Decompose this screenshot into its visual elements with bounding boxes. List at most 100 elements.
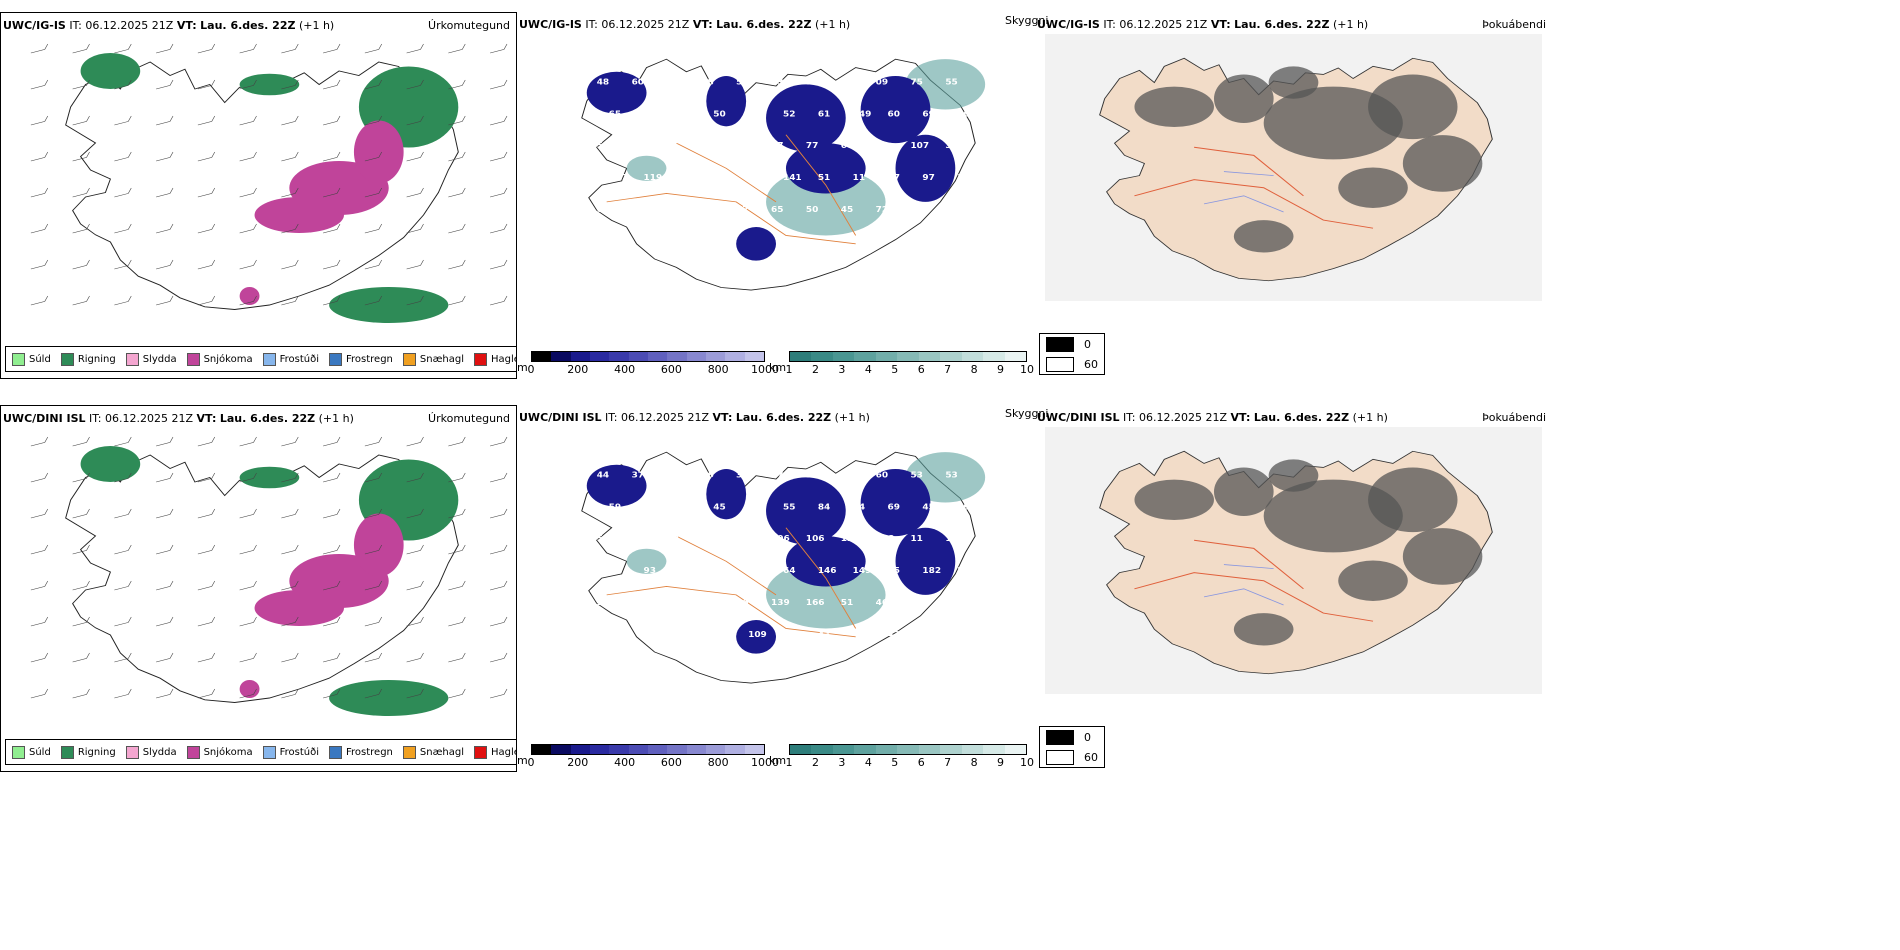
visibility-value-label: 75	[910, 77, 923, 86]
panel-header: UWC/DINI ISL IT: 06.12.2025 21Z VT: Lau.…	[519, 411, 870, 424]
visibility-value-label: 48	[678, 109, 691, 118]
legend-item: Súld	[12, 745, 51, 759]
visibility-value-label: 46	[609, 630, 622, 639]
model-name: UWC/DINI ISL	[3, 412, 86, 425]
model-name: UWC/DINI ISL	[519, 411, 602, 424]
visibility-value-label: 48	[597, 77, 610, 86]
panel-header: UWC/IG-IS IT: 06.12.2025 21Z VT: Lau. 6.…	[1037, 18, 1368, 31]
visibility-value-label: 80	[678, 173, 691, 182]
visibility-value-label: 72	[876, 205, 889, 214]
legend-swatch	[125, 352, 139, 366]
legend-item: Snjókoma	[186, 352, 253, 366]
visibility-panel: UWC/IG-IS IT: 06.12.2025 21Z VT: Lau. 6.…	[517, 12, 1035, 379]
legend-swatch	[474, 352, 488, 366]
visibility-value-label: 51	[818, 173, 831, 182]
visibility-value-label: 124	[841, 534, 860, 543]
it-value: 06.12.2025 21Z	[621, 411, 710, 424]
visibility-value-label: 57	[771, 470, 784, 479]
vt-value: Lau. 6.des. 22Z	[219, 412, 316, 425]
visibility-value-label: 166	[806, 598, 825, 607]
colorbar-tick: 5	[891, 756, 899, 769]
lead-time: (+1 h)	[814, 18, 851, 31]
visibility-value-label: 67	[841, 470, 854, 479]
legend-swatch	[12, 745, 25, 759]
colorbar-unit: m	[517, 361, 528, 374]
visibility-value-label: 55	[888, 566, 901, 575]
fog-legend: 0 60	[1039, 333, 1105, 375]
iceland-map	[1045, 34, 1542, 301]
visibility-value-label: 110	[736, 534, 755, 543]
visibility-value-label: 60	[888, 109, 901, 118]
legend-swatch	[262, 745, 276, 759]
visibility-value-label: 43	[818, 630, 831, 639]
vt-value: Lau. 6.des. 22Z	[1253, 411, 1350, 424]
vt-label: VT:	[176, 19, 197, 32]
precip-type-panel: UWC/IG-IS IT: 06.12.2025 21Z VT: Lau. 6.…	[0, 12, 517, 379]
colorbar-tick: 1	[785, 363, 793, 376]
panel-title: Þokuábendi	[1482, 411, 1546, 424]
model-name: UWC/IG-IS	[519, 18, 582, 31]
iceland-map: 48 60 38 38 57 63 72 72 09 75 55 65 53 48 50 51 52 61 249 6…	[581, 58, 986, 291]
visibility-value-label: 55	[945, 77, 958, 86]
visibility-value-label: 84	[818, 502, 831, 511]
legend-swatch	[1046, 356, 1074, 372]
visibility-value-label: 85	[609, 566, 622, 575]
iceland-map: 44 37 43 36 37 57 56 67 60 53 53 59 93 58 45 65 55 84 54 69…	[581, 451, 986, 684]
colorbar-tick: 3	[838, 363, 846, 376]
visibility-value-label: 49	[957, 502, 970, 511]
visibility-value-label: 46	[945, 205, 958, 214]
legend-item: Slydda	[125, 745, 177, 759]
visibility-value-label: 60	[678, 630, 691, 639]
vt-label: VT:	[196, 412, 217, 425]
legend-item: Rigning	[60, 745, 116, 759]
colorbar-tick: 1	[785, 756, 793, 769]
precip-legend: Súld Rigning Slydda Snjókoma Frostúði Frostre…	[5, 346, 516, 372]
vt-label: VT:	[712, 411, 733, 424]
panel-title: Úrkomutegund	[428, 412, 510, 425]
colorbar-tick: 4	[864, 756, 872, 769]
it-value: 06.12.2025 21Z	[105, 412, 194, 425]
legend-swatch	[12, 352, 25, 366]
lead-time: (+1 h)	[318, 412, 354, 425]
vt-label: VT:	[1210, 18, 1231, 31]
visibility-value-label: 60	[876, 470, 889, 479]
panel-header: UWC/DINI ISL IT: 06.12.2025 21Z VT: Lau.…	[1037, 411, 1388, 424]
legend-label: Slydda	[142, 746, 177, 758]
colorbar-tick: 400	[614, 363, 636, 376]
visibility-value-label: 39	[701, 534, 714, 543]
visibility-colorbar: km 1 2 3 4 5 6 7 8 9 10	[769, 351, 1034, 376]
visibility-value-label: 55	[783, 502, 796, 511]
visibility-value-label: 52	[783, 109, 796, 118]
visibility-value-label: 38	[666, 77, 679, 86]
legend-label: Snæhagl	[419, 746, 465, 758]
colorbar-unit: m	[517, 754, 528, 767]
visibility-value-label: 37	[632, 470, 645, 479]
it-value: 06.12.2025 21Z	[1119, 18, 1208, 31]
visibility-value-label: 128	[876, 534, 895, 543]
visibility-value-label: 45	[853, 630, 866, 639]
vt-label: VT:	[1230, 411, 1251, 424]
visibility-value-label: 37	[713, 630, 726, 639]
legend-item: Haglél	[474, 745, 516, 759]
it-label: IT:	[89, 412, 102, 425]
visibility-value-label: 249	[853, 109, 872, 118]
visibility-value-label: 47	[771, 141, 784, 150]
elevation-colorbar: m 0 200 400 600 800 1000	[517, 351, 779, 376]
colorbar-tick: 6	[917, 363, 925, 376]
it-value: 06.12.2025 21Z	[85, 19, 174, 32]
it-label: IT:	[69, 19, 82, 32]
fog-index-panel: UWC/DINI ISL IT: 06.12.2025 21Z VT: Lau.…	[1035, 405, 1552, 772]
visibility-value-label: 09	[876, 77, 889, 86]
colorbar-tick: 3	[838, 756, 846, 769]
visibility-value-label: 67	[597, 205, 610, 214]
legend-label: Snjókoma	[203, 746, 253, 758]
lead-time: (+1 h)	[298, 19, 335, 32]
colorbar-tick: 8	[970, 363, 978, 376]
visibility-value-label: 75	[748, 173, 761, 182]
visibility-value-label: 93	[644, 566, 657, 575]
legend-swatch	[474, 745, 488, 759]
visibility-value-label: 45	[876, 141, 889, 150]
legend-label: Súld	[29, 353, 51, 365]
colorbar-tick: 5	[891, 363, 899, 376]
legend-item: 0	[1040, 727, 1104, 747]
